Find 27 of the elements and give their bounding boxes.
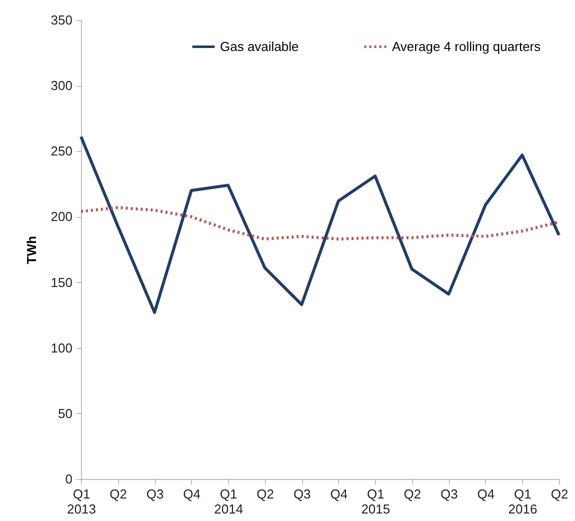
x-tick-label: Q2 <box>110 486 127 502</box>
x-tick-label: Q4 <box>330 486 348 502</box>
x-tick-label: Q3 <box>293 486 311 502</box>
y-tick-label: 150 <box>50 274 72 290</box>
x-tick-label: Q1 2015 <box>361 486 390 516</box>
x-tick-label: Q1 2013 <box>67 486 96 516</box>
y-tick-label: 0 <box>65 472 72 486</box>
line-series <box>80 206 560 241</box>
y-tick-label: 100 <box>50 340 72 356</box>
x-tick-label: Q2 <box>404 486 422 502</box>
x-tick-label: Q1 2014 <box>214 486 244 516</box>
x-tick-label: Q2 <box>256 486 274 502</box>
line-series <box>80 135 560 314</box>
x-tick-label: Q4 <box>183 486 200 502</box>
y-tick-label: 300 <box>50 78 72 94</box>
x-tick-label: Q3 <box>440 486 458 502</box>
legend-label: Average 4 rolling quarters <box>392 38 542 54</box>
x-tick-label: Q3 <box>146 486 164 502</box>
x-tick-label: Q2 <box>550 486 568 502</box>
y-tick-label: 200 <box>50 209 72 224</box>
y-axis-title: TWh <box>24 236 39 264</box>
y-tick-label: 350 <box>50 12 72 28</box>
legend-label: Gas available <box>220 38 299 54</box>
y-tick-label: 250 <box>50 144 72 159</box>
y-tick-label: 50 <box>58 406 72 421</box>
x-tick-label: Q1 2016 <box>508 486 538 516</box>
x-tick-label: Q4 <box>477 486 495 502</box>
